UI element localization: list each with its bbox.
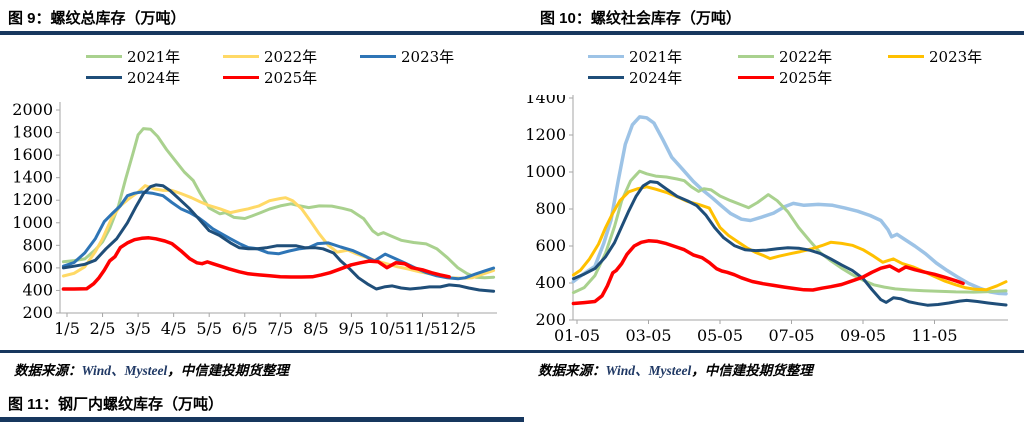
figure10-title: 图 10：螺纹社会库存（万吨） bbox=[540, 10, 741, 27]
figure10-legend: 2021年 2022年 2023年 2024年 2025年 bbox=[588, 46, 1024, 88]
legend-item-2024年: 2024年 bbox=[588, 67, 738, 88]
legend-swatch bbox=[588, 76, 624, 79]
legend-item-2022年: 2022年 bbox=[223, 46, 360, 67]
legend-label: 2022年 bbox=[264, 48, 318, 66]
legend-swatch bbox=[738, 76, 774, 79]
legend-swatch bbox=[888, 55, 924, 58]
series-line-2025年 bbox=[571, 239, 965, 306]
y-tick-label: 1400 bbox=[12, 168, 53, 187]
figure9-title-rule bbox=[0, 31, 512, 35]
legend-item-2021年: 2021年 bbox=[86, 46, 223, 67]
x-tick-label: 03-05 bbox=[625, 326, 671, 345]
y-tick-label: 200 bbox=[535, 310, 566, 329]
legend-label: 2021年 bbox=[629, 48, 683, 66]
x-tick-label: 07-05 bbox=[768, 326, 814, 345]
x-tick-label: 11/5 bbox=[405, 319, 441, 338]
x-tick-label: 2/5 bbox=[90, 319, 116, 338]
source-vendors: Wind、Mysteel bbox=[605, 363, 692, 378]
y-tick-label: 800 bbox=[535, 199, 566, 218]
legend-label: 2023年 bbox=[929, 48, 983, 66]
x-tick-label: 8/5 bbox=[303, 319, 329, 338]
x-tick-label: 05-05 bbox=[697, 326, 743, 345]
legend-item-2021年: 2021年 bbox=[588, 46, 738, 67]
source-label: 数据来源： bbox=[538, 363, 606, 378]
series-line-2021年 bbox=[61, 127, 496, 280]
x-tick-label: 11-05 bbox=[911, 326, 957, 345]
x-tick-label: 10/5 bbox=[369, 319, 405, 338]
figure9-footer-rule bbox=[0, 350, 512, 353]
series-line-2024年 bbox=[571, 180, 1008, 307]
legend-label: 2021年 bbox=[127, 48, 181, 66]
legend-item-2025年: 2025年 bbox=[223, 67, 360, 88]
x-tick-label: 6/5 bbox=[232, 319, 258, 338]
figure11-title: 图 11：钢厂内螺纹库存（万吨） bbox=[8, 396, 224, 413]
legend-item-2024年: 2024年 bbox=[86, 67, 223, 88]
legend-swatch bbox=[223, 55, 259, 58]
legend-item-2025年: 2025年 bbox=[738, 67, 888, 88]
legend-label: 2025年 bbox=[779, 69, 833, 87]
y-tick-label: 800 bbox=[22, 235, 53, 254]
x-tick-label: 01-05 bbox=[554, 326, 600, 345]
y-tick-label: 400 bbox=[535, 273, 566, 292]
legend-label: 2025年 bbox=[264, 69, 318, 87]
legend-label: 2023年 bbox=[401, 48, 455, 66]
x-tick-label: 7/5 bbox=[267, 319, 293, 338]
y-tick-label: 400 bbox=[22, 280, 53, 299]
y-tick-label: 200 bbox=[22, 303, 53, 322]
figure10-source-note: 数据来源：Wind、Mysteel，中信建投期货整理 bbox=[538, 359, 813, 379]
series-line-2022年 bbox=[571, 169, 1008, 295]
figure9-legend: 2021年 2022年 2023年 2024年 2025年 bbox=[86, 46, 497, 88]
y-tick-label: 600 bbox=[22, 258, 53, 277]
figure11-title-rule bbox=[0, 417, 524, 422]
x-tick-label: 4/5 bbox=[161, 319, 187, 338]
series-line-2024年 bbox=[61, 183, 496, 293]
legend-label: 2022年 bbox=[779, 48, 833, 66]
legend-label: 2024年 bbox=[127, 69, 181, 87]
series-line-2023年 bbox=[571, 185, 1008, 292]
series-line-2021年 bbox=[571, 115, 1008, 296]
x-tick-label: 12/5 bbox=[440, 319, 476, 338]
y-tick-label: 2000 bbox=[12, 100, 53, 119]
legend-item-2023年: 2023年 bbox=[888, 46, 1024, 67]
y-tick-label: 1000 bbox=[525, 162, 566, 181]
y-tick-label: 1600 bbox=[12, 145, 53, 164]
y-tick-label: 600 bbox=[535, 236, 566, 255]
source-suffix: ，中信建投期货整理 bbox=[167, 363, 289, 378]
y-tick-label: 1200 bbox=[12, 190, 53, 209]
legend-item-2022年: 2022年 bbox=[738, 46, 888, 67]
y-tick-label: 1000 bbox=[12, 213, 53, 232]
legend-swatch bbox=[86, 76, 122, 79]
figure10-chart: 200 400 600 800 1000 1200 1400 01-05 03-05 05-05 0… bbox=[525, 95, 1008, 345]
x-tick-label: 3/5 bbox=[125, 319, 151, 338]
source-suffix: ，中信建投期货整理 bbox=[691, 363, 813, 378]
y-tick-label: 1800 bbox=[12, 123, 53, 142]
series-line-2022年 bbox=[61, 184, 496, 280]
legend-swatch bbox=[360, 55, 396, 58]
source-label: 数据来源： bbox=[14, 363, 82, 378]
figure10-title-rule bbox=[512, 31, 1024, 35]
figure9-source-note: 数据来源：Wind、Mysteel，中信建投期货整理 bbox=[14, 359, 289, 379]
legend-swatch bbox=[738, 55, 774, 58]
y-tick-label: 1400 bbox=[525, 95, 566, 107]
series-line-2025年 bbox=[61, 236, 451, 291]
legend-label: 2024年 bbox=[629, 69, 683, 87]
figure9-title: 图 9：螺纹总库存（万吨） bbox=[8, 10, 186, 27]
legend-item-2023年: 2023年 bbox=[360, 46, 497, 67]
legend-swatch bbox=[223, 76, 259, 79]
figure9-chart: 200 400 600 800 1000 1200 1400 1600 1800 2000 1/5 2… bbox=[12, 100, 497, 338]
figure10-footer-rule bbox=[512, 350, 1024, 353]
x-tick-label: 1/5 bbox=[54, 319, 80, 338]
x-tick-label: 09-05 bbox=[840, 326, 886, 345]
x-tick-label: 9/5 bbox=[339, 319, 365, 338]
y-tick-label: 1200 bbox=[525, 125, 566, 144]
legend-swatch bbox=[86, 55, 122, 58]
legend-swatch bbox=[588, 55, 624, 58]
x-tick-label: 5/5 bbox=[196, 319, 222, 338]
source-vendors: Wind、Mysteel bbox=[81, 363, 168, 378]
